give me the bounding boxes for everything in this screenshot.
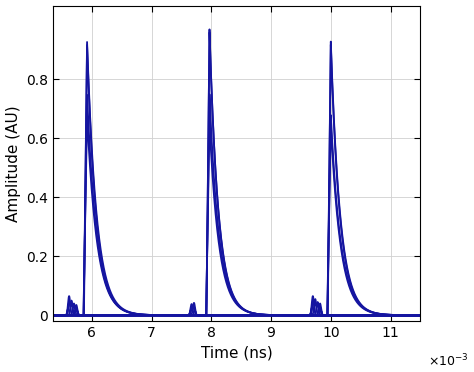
X-axis label: Time (ns): Time (ns): [201, 346, 273, 360]
Text: $\times10^{-3}$: $\times10^{-3}$: [428, 353, 468, 369]
Y-axis label: Amplitude (AU): Amplitude (AU): [6, 105, 20, 222]
